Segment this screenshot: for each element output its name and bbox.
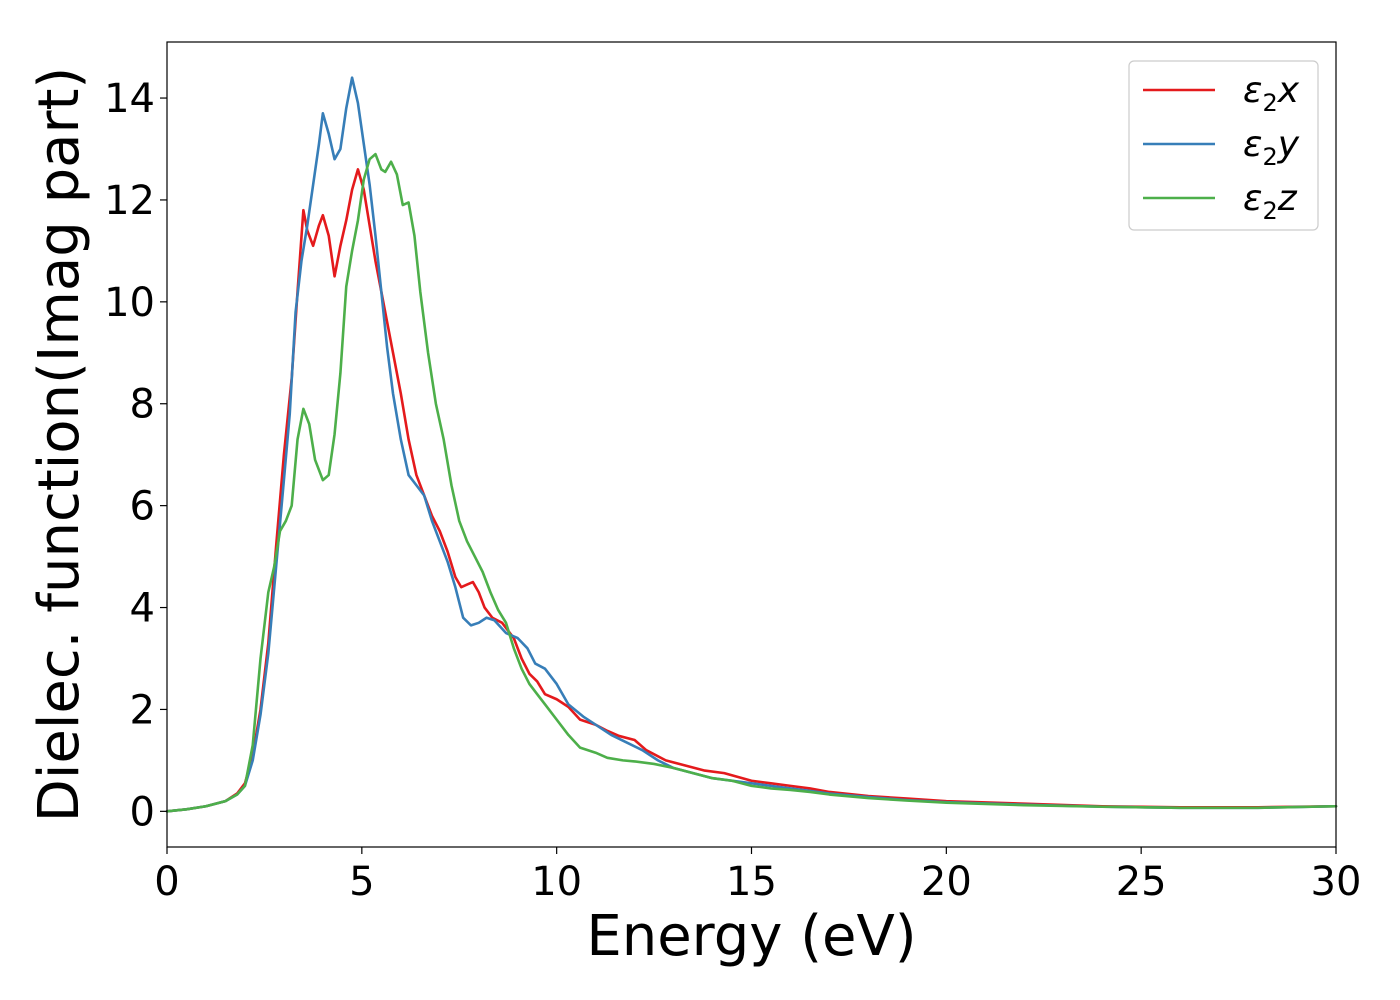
legend: ε2x ε2y ε2z <box>1128 60 1319 231</box>
y-tick-label: 12 <box>104 178 155 224</box>
x-tick-label: 20 <box>921 859 972 905</box>
legend-label-x: ε2x <box>1243 70 1300 117</box>
y-tick-label: 2 <box>130 687 155 733</box>
y-tick-label: 4 <box>130 586 155 632</box>
x-tick-label: 30 <box>1311 859 1362 905</box>
y-tick-label: 6 <box>130 484 155 530</box>
y-tick-label: 10 <box>104 280 155 326</box>
y-axis-ticks: 0 2 4 6 8 10 12 14 <box>104 76 167 835</box>
x-tick-label: 5 <box>349 859 374 905</box>
series-line-x <box>165 168 1338 813</box>
y-tick-label: 0 <box>130 789 155 835</box>
x-axis-label: Energy (eV) <box>586 904 916 969</box>
series-line-z <box>165 152 1338 813</box>
x-tick-label: 10 <box>531 859 582 905</box>
x-axis-ticks: 0 5 10 15 20 25 30 <box>154 847 1361 905</box>
x-tick-label: 0 <box>154 859 179 905</box>
y-tick-label: 14 <box>104 76 155 122</box>
x-tick-label: 25 <box>1116 859 1167 905</box>
plot-lines <box>165 76 1338 813</box>
x-tick-label: 15 <box>726 859 777 905</box>
legend-box <box>1128 60 1319 231</box>
legend-label-z: ε2z <box>1243 178 1298 225</box>
plot-frame <box>166 41 1337 848</box>
y-axis-label: Dielec. function(Imag part) <box>27 67 92 823</box>
series-line-y <box>165 76 1338 813</box>
y-tick-label: 8 <box>130 382 155 428</box>
legend-label-y: ε2y <box>1243 124 1300 171</box>
